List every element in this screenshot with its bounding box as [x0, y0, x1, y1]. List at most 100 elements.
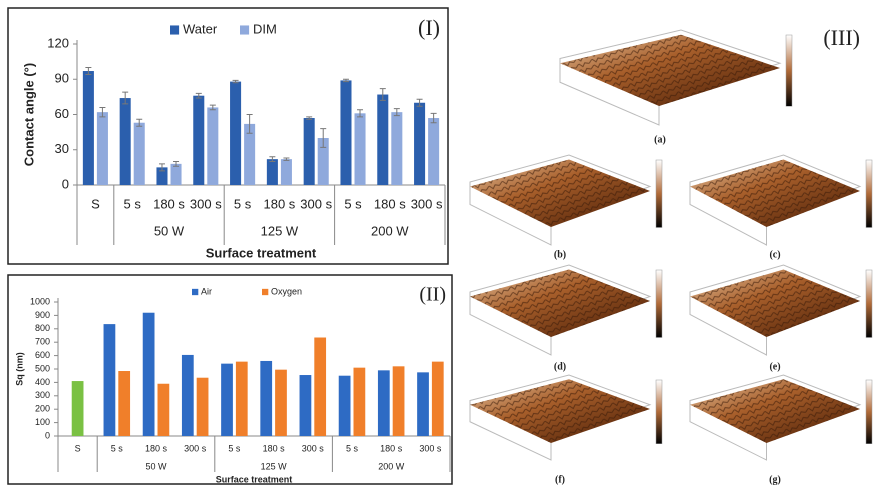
color-bar — [656, 160, 662, 228]
legend-label: Air — [201, 286, 212, 296]
bar — [377, 95, 388, 185]
x-tick-label: 180 s — [153, 196, 185, 211]
x-tick-label: 5 s — [346, 443, 359, 453]
legend-swatch — [192, 289, 198, 295]
panel-label: (I) — [418, 15, 440, 40]
bar — [378, 370, 390, 436]
x-axis-label: Surface treatment — [206, 245, 317, 260]
x-tick-label: 180 s — [263, 443, 286, 453]
image-caption: (b) — [554, 249, 566, 260]
bar — [118, 371, 130, 436]
image-caption: (g) — [769, 474, 781, 485]
x-axis-label: Surface treatment — [216, 474, 293, 484]
image-caption: (c) — [769, 249, 780, 260]
bar — [393, 366, 405, 436]
image-caption: (e) — [769, 361, 780, 372]
legend-swatch — [240, 25, 249, 34]
y-tick-label: 500 — [35, 363, 50, 373]
bar — [414, 103, 425, 185]
y-axis-label: Contact angle (°) — [21, 63, 36, 166]
y-tick-label: 800 — [35, 323, 50, 333]
bar — [340, 80, 351, 185]
bar — [134, 123, 145, 185]
x-tick-label: 180 s — [145, 443, 168, 453]
color-bar — [656, 380, 662, 444]
x-tick-label: 5 s — [344, 196, 362, 211]
bar — [417, 372, 429, 436]
color-bar — [866, 380, 872, 444]
panel-label: (III) — [823, 25, 860, 50]
group-label: 125 W — [261, 223, 299, 238]
y-tick-label: 400 — [35, 377, 50, 387]
x-tick-label: 5 s — [228, 443, 241, 453]
x-tick-label: S — [91, 196, 100, 211]
group-label: 50 W — [154, 223, 185, 238]
bar — [391, 112, 402, 185]
afm-texture — [690, 379, 860, 443]
bar — [72, 381, 84, 436]
bar — [230, 82, 241, 185]
color-bar — [866, 160, 872, 228]
figure: (III) 0306090120Contact angle (°)Surface… — [0, 0, 874, 486]
y-tick-label: 120 — [47, 35, 69, 50]
x-tick-label: 5 s — [111, 443, 124, 453]
page: (III) 0306090120Contact angle (°)Surface… — [0, 0, 874, 486]
y-tick-label: 0 — [45, 430, 50, 440]
panel-label: (II) — [419, 284, 446, 306]
y-axis-label: Sq (nm) — [14, 352, 24, 386]
afm-texture — [470, 270, 650, 338]
bar — [236, 362, 248, 436]
group-label: 125 W — [261, 461, 288, 471]
y-tick-label: 0 — [62, 176, 69, 191]
y-tick-label: 60 — [55, 106, 69, 121]
afm-texture — [560, 35, 780, 106]
legend-swatch — [170, 25, 179, 34]
group-label: 200 W — [378, 461, 405, 471]
bar — [267, 159, 278, 185]
afm-texture — [690, 270, 860, 338]
bar — [314, 338, 326, 436]
legend-label: Water — [183, 21, 218, 36]
y-tick-label: 90 — [55, 71, 69, 86]
group-label: 200 W — [371, 223, 409, 238]
y-tick-label: 100 — [35, 417, 50, 427]
bar — [432, 362, 444, 436]
y-tick-label: 200 — [35, 404, 50, 414]
x-tick-label: 300 s — [411, 196, 443, 211]
color-bar — [786, 35, 792, 106]
bar — [281, 159, 292, 185]
x-tick-label: S — [75, 443, 81, 453]
image-caption: (a) — [654, 134, 666, 145]
afm-texture — [690, 160, 860, 228]
legend-label: DIM — [253, 21, 277, 36]
x-tick-label: 300 s — [302, 443, 325, 453]
bar — [207, 107, 218, 185]
bar — [221, 364, 233, 436]
bar — [355, 113, 366, 185]
bar — [260, 361, 272, 436]
bar — [339, 376, 351, 436]
error-bar — [306, 117, 312, 119]
x-tick-label: 300 s — [419, 443, 442, 453]
bar — [428, 118, 439, 185]
bar — [300, 375, 312, 436]
bar — [304, 118, 315, 185]
afm-texture — [470, 160, 650, 228]
bar — [143, 313, 155, 436]
y-tick-label: 900 — [35, 310, 50, 320]
group-label: 50 W — [145, 461, 167, 471]
x-tick-label: 5 s — [124, 196, 142, 211]
bar — [171, 164, 182, 185]
bar — [197, 378, 209, 436]
y-tick-label: 1000 — [30, 296, 50, 306]
x-tick-label: 300 s — [190, 196, 222, 211]
y-tick-label: 700 — [35, 337, 50, 347]
legend-label: Oxygen — [271, 286, 302, 296]
x-tick-label: 180 s — [374, 196, 406, 211]
x-tick-label: 180 s — [263, 196, 295, 211]
image-caption: (f) — [555, 474, 565, 485]
x-tick-label: 180 s — [380, 443, 403, 453]
x-tick-label: 5 s — [234, 196, 252, 211]
legend-swatch — [262, 289, 268, 295]
y-tick-label: 600 — [35, 350, 50, 360]
